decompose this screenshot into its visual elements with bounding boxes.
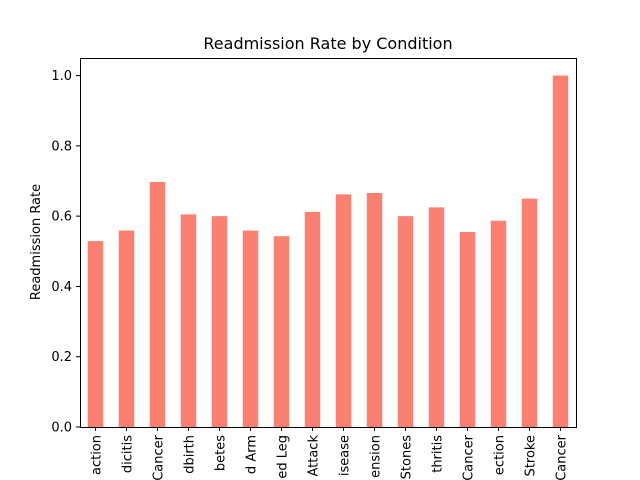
bar xyxy=(304,211,321,427)
x-tick-label: Attack xyxy=(307,435,322,477)
y-axis: 0.0 0.2 0.4 0.6 0.8 1.0 xyxy=(51,69,80,436)
bar xyxy=(149,182,166,427)
x-tick-label: Cancer xyxy=(152,434,167,480)
bar xyxy=(273,236,290,427)
bar xyxy=(118,230,135,427)
y-axis-title: Readmission Rate xyxy=(29,184,44,300)
y-tick-label: 0.4 xyxy=(51,280,72,295)
x-tick-label: thritis xyxy=(431,435,446,473)
bar xyxy=(397,216,414,427)
x-tick-label: Cancer xyxy=(462,434,477,480)
bar xyxy=(459,231,476,427)
bar xyxy=(211,216,228,427)
y-tick-label: 0.0 xyxy=(51,421,72,436)
bar xyxy=(428,207,445,427)
y-tick-label: 0.8 xyxy=(51,139,72,154)
x-tick-label: ension xyxy=(369,435,384,478)
chart-title: Readmission Rate by Condition xyxy=(203,34,452,53)
bar xyxy=(180,214,197,427)
y-tick-label: 0.6 xyxy=(51,210,72,225)
y-tick-label: 0.2 xyxy=(51,350,72,365)
bar xyxy=(335,194,352,427)
x-axis: action dicitis Cancer dbirth betes d Arm ed Le… xyxy=(90,427,570,480)
plot-frame xyxy=(80,58,577,428)
x-tick-label: action xyxy=(90,435,105,475)
x-tick-label: Stones xyxy=(400,435,415,480)
x-tick-label: ection xyxy=(493,435,508,475)
bar xyxy=(521,198,538,427)
x-tick-label: isease xyxy=(338,435,353,476)
y-tick-label: 1.0 xyxy=(51,69,72,84)
x-tick-label: d Arm xyxy=(245,435,260,474)
bars-group xyxy=(87,75,569,428)
x-tick-label: Stroke xyxy=(524,435,539,476)
x-tick-label: dbirth xyxy=(183,435,198,474)
x-tick-label: Cancer xyxy=(555,434,570,480)
bar xyxy=(490,220,507,427)
x-tick-label: dicitis xyxy=(121,435,136,473)
x-tick-label: ed Leg xyxy=(276,435,291,479)
bar xyxy=(242,230,259,427)
bar xyxy=(366,192,383,427)
x-tick-label: betes xyxy=(214,435,229,471)
bar xyxy=(87,241,104,427)
bar xyxy=(552,75,569,428)
